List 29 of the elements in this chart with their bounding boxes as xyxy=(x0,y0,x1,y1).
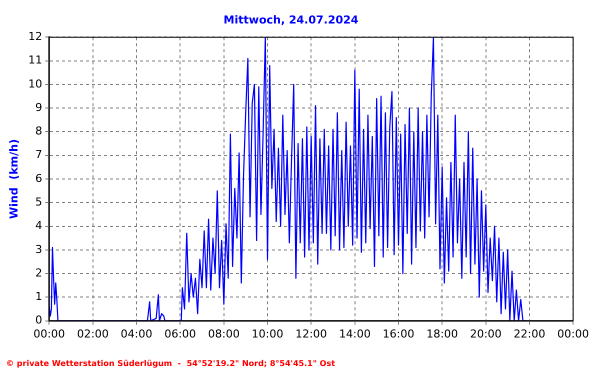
y-tick-label: 6 xyxy=(35,172,42,185)
y-tick-label: 1 xyxy=(35,290,42,304)
x-tick-label: 16:00 xyxy=(382,327,414,340)
x-tick-label: 14:00 xyxy=(338,327,371,340)
y-tick-label: 11 xyxy=(28,54,42,67)
y-tick-label: 0 xyxy=(35,314,42,327)
y-tick-label: 10 xyxy=(28,77,42,90)
y-tick-label: 2 xyxy=(35,266,42,280)
y-tick-label: 4 xyxy=(35,219,42,232)
y-tick-label: 7 xyxy=(35,148,42,162)
x-tick-label: 00:00 xyxy=(557,327,589,340)
x-tick-label: 10:00 xyxy=(252,327,284,340)
text: © private Wetterstation Süderlügum - 54°52'19.2" Nord; 8°54'45.1" Ost xyxy=(6,359,336,368)
x-tick-label: 02:00 xyxy=(77,327,109,340)
y-axis-title: Wind (km/h) xyxy=(7,139,20,219)
x-tick-label: 06:00 xyxy=(164,327,196,340)
chart-title: Mittwoch, 24.07.2024 xyxy=(224,13,359,26)
x-tick-label: 22:00 xyxy=(514,327,546,340)
x-tick-label: 18:00 xyxy=(426,327,458,340)
x-tick-label: 08:00 xyxy=(208,327,240,340)
y-tick-label: 9 xyxy=(35,100,42,114)
y-tick-label: 5 xyxy=(35,195,42,208)
x-tick-label: 12:00 xyxy=(295,327,328,340)
y-tick-label: 8 xyxy=(35,124,42,138)
y-tick-label: 3 xyxy=(35,242,42,256)
y-tick-label: 12 xyxy=(28,30,42,44)
x-tick-label: 04:00 xyxy=(120,327,152,340)
x-tick-label: 20:00 xyxy=(470,327,502,340)
x-tick-label: 00:00 xyxy=(33,327,66,340)
